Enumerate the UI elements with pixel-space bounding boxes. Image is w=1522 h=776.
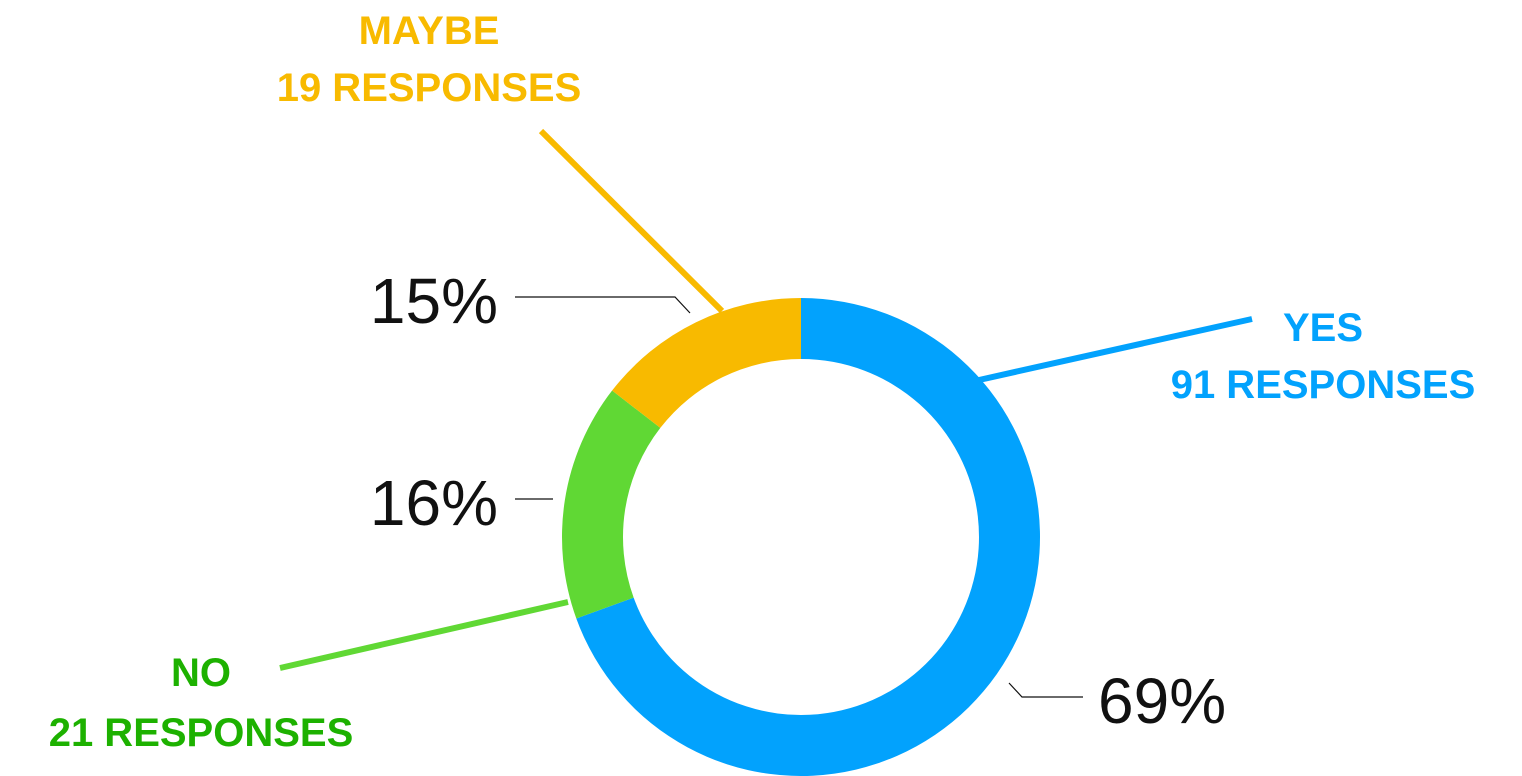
percent-label-yes: 69% [1098, 665, 1226, 737]
percent-label-no: 16% [370, 467, 498, 539]
responses-label-maybe: 19 RESPONSES [277, 66, 582, 110]
donut-slices [561, 298, 1040, 776]
percent-label-maybe: 15% [370, 265, 498, 337]
responses-label-yes: 91 RESPONSES [1171, 363, 1476, 407]
leader-maybe [538, 128, 725, 314]
pct-leader-yes [1008, 682, 1083, 698]
category-label-yes: YES [1283, 306, 1363, 350]
leader-no [279, 599, 569, 671]
responses-label-no: 21 RESPONSES [49, 711, 354, 755]
leader-lines [279, 128, 1253, 698]
category-label-maybe: MAYBE [359, 9, 500, 53]
slice-maybe [612, 298, 801, 428]
leader-yes [978, 316, 1253, 383]
slice-no [561, 390, 661, 619]
category-label-no: NO [171, 651, 231, 695]
pct-leader-maybe [515, 296, 691, 314]
